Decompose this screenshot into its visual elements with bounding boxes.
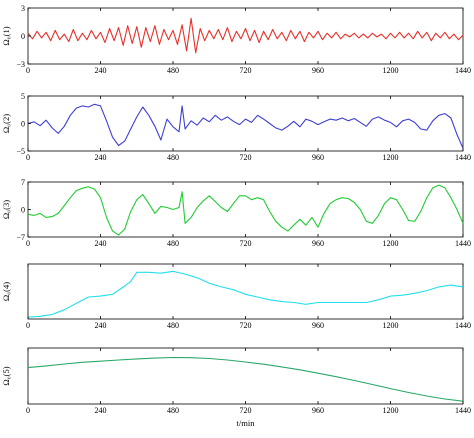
x-tick-label: 0 xyxy=(26,239,30,248)
y-axis-label: Ω₀(4) xyxy=(1,282,11,301)
x-tick-label: 240 xyxy=(95,153,107,162)
y-tick-label: 5 xyxy=(21,92,25,101)
x-tick-label: 1440 xyxy=(455,239,471,248)
y-axis-label: Ω₀(1) xyxy=(1,26,11,45)
x-tick-label: 240 xyxy=(95,239,107,248)
x-tick-label: 960 xyxy=(312,153,324,162)
plot-frame-1 xyxy=(27,7,464,65)
x-tick-label: 960 xyxy=(312,239,324,248)
y-tick-label: 7 xyxy=(21,178,25,187)
x-tick-label: 960 xyxy=(312,66,324,75)
plot-frame-3 xyxy=(27,181,464,238)
plot-frame-5 xyxy=(27,347,464,405)
y-axis-label: Ω₀(2) xyxy=(1,114,11,133)
x-tick-label: 1200 xyxy=(383,321,399,330)
x-axis-label: t/min xyxy=(237,418,256,428)
series-line-3 xyxy=(27,184,464,236)
x-tick-label: 960 xyxy=(312,321,324,330)
x-tick-label: 480 xyxy=(167,321,179,330)
x-tick-label: 480 xyxy=(167,153,179,162)
x-tick-label: 1200 xyxy=(383,239,399,248)
x-tick-label: 720 xyxy=(240,321,252,330)
x-tick-label: 0 xyxy=(26,66,30,75)
x-tick-label: 960 xyxy=(312,406,324,415)
x-tick-label: 720 xyxy=(240,66,252,75)
series-line-5 xyxy=(27,356,464,402)
x-tick-label: 1440 xyxy=(455,321,471,330)
plot-frame-2 xyxy=(27,95,464,152)
y-axis-label: Ω₀(3) xyxy=(1,200,11,219)
x-tick-label: 1440 xyxy=(455,66,471,75)
x-tick-label: 1200 xyxy=(383,153,399,162)
y-tick-label: 0 xyxy=(21,206,25,215)
x-tick-label: 720 xyxy=(240,406,252,415)
x-tick-label: 480 xyxy=(167,66,179,75)
y-tick-label: −7 xyxy=(16,233,25,242)
y-tick-label: −3 xyxy=(16,60,25,69)
series-line-2 xyxy=(27,103,464,149)
x-tick-label: 240 xyxy=(95,321,107,330)
x-tick-label: 720 xyxy=(240,153,252,162)
x-tick-label: 0 xyxy=(26,406,30,415)
series-line-1 xyxy=(27,17,464,54)
x-tick-label: 240 xyxy=(95,66,107,75)
y-tick-label: −5 xyxy=(16,147,25,156)
x-tick-label: 1440 xyxy=(455,153,471,162)
x-tick-label: 1440 xyxy=(455,406,471,415)
x-tick-label: 1200 xyxy=(383,66,399,75)
x-tick-label: 240 xyxy=(95,406,107,415)
x-tick-label: 0 xyxy=(26,321,30,330)
y-tick-label: 0 xyxy=(21,120,25,129)
plot-frame-4 xyxy=(27,263,464,320)
x-tick-label: 720 xyxy=(240,239,252,248)
series-line-4 xyxy=(27,270,464,318)
x-tick-label: 1200 xyxy=(383,406,399,415)
x-tick-label: 480 xyxy=(167,239,179,248)
y-axis-label: Ω₀(5) xyxy=(1,366,11,385)
y-tick-label: 0 xyxy=(21,32,25,41)
x-tick-label: 480 xyxy=(167,406,179,415)
y-tick-label: 3 xyxy=(21,4,25,13)
x-tick-label: 0 xyxy=(26,153,30,162)
